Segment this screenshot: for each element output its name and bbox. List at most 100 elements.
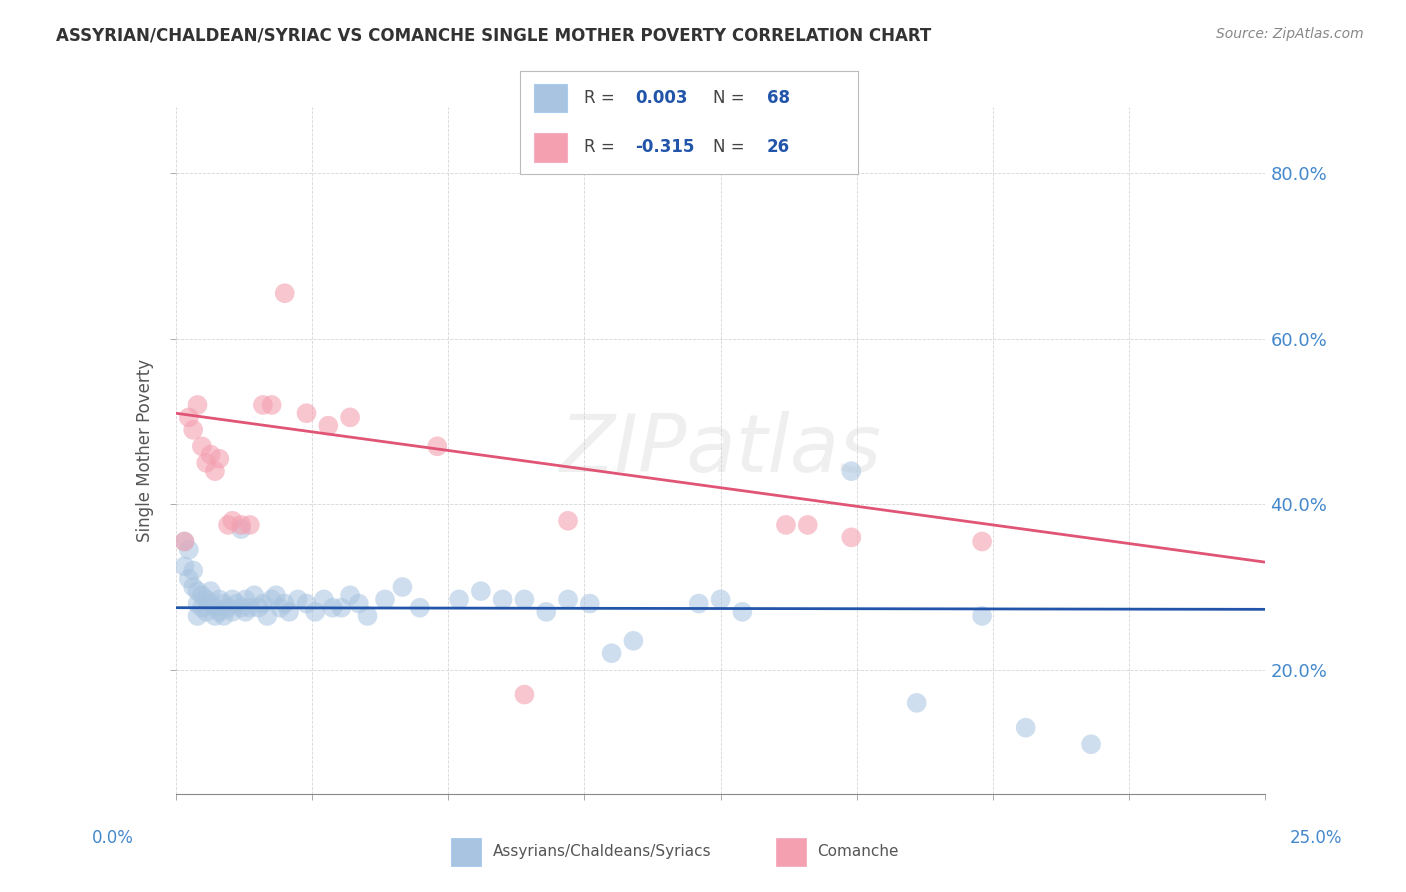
Point [269,600,291,615]
Point [274,286,297,301]
Point [191,588,214,602]
Point [287,592,309,607]
Point [775,517,797,532]
Point [339,410,361,425]
Point [212,609,235,624]
Point [264,588,287,602]
Point [204,600,226,615]
Point [426,439,449,453]
FancyBboxPatch shape [534,133,568,161]
Point [204,464,226,478]
Point [356,609,378,624]
Point [731,605,754,619]
Point [181,580,204,594]
Point [243,588,266,602]
Point [186,597,209,611]
Point [195,605,218,619]
Point [1015,721,1038,735]
Point [221,605,243,619]
Point [181,564,204,578]
Point [173,534,195,549]
FancyBboxPatch shape [534,84,568,112]
Point [557,514,579,528]
Point [177,410,200,425]
Y-axis label: Single Mother Poverty: Single Mother Poverty [136,359,155,542]
Point [195,456,218,470]
Text: ASSYRIAN/CHALDEAN/SYRIAC VS COMANCHE SINGLE MOTHER POVERTY CORRELATION CHART: ASSYRIAN/CHALDEAN/SYRIAC VS COMANCHE SIN… [56,27,932,45]
Point [225,597,247,611]
Point [173,534,195,549]
Point [409,600,432,615]
Point [600,646,623,660]
Text: Comanche: Comanche [817,845,898,859]
Point [221,514,243,528]
Point [557,592,579,607]
Text: 0.003: 0.003 [636,89,688,107]
Text: 26: 26 [766,138,790,156]
Text: 68: 68 [766,89,790,107]
Point [186,398,209,412]
Point [318,418,340,433]
Point [212,597,235,611]
Point [295,406,318,420]
Text: R =: R = [585,89,614,107]
Point [260,398,283,412]
Text: 0.0%: 0.0% [91,829,134,847]
Point [905,696,928,710]
Point [304,605,326,619]
Point [177,542,200,557]
Point [181,423,204,437]
Text: N =: N = [713,138,744,156]
Point [347,597,370,611]
Point [374,592,396,607]
Point [252,597,274,611]
Point [186,584,209,599]
Point [688,597,710,611]
Point [200,584,222,599]
Point [239,600,262,615]
Point [274,597,297,611]
Point [217,600,239,615]
Point [186,609,209,624]
Point [621,633,644,648]
Point [208,605,231,619]
Point [200,448,222,462]
Point [796,517,818,532]
Point [970,534,993,549]
Text: N =: N = [713,89,744,107]
Text: 25.0%: 25.0% [1291,829,1343,847]
Point [195,592,218,607]
Point [252,398,274,412]
Text: ZIPatlas: ZIPatlas [560,411,882,490]
Point [470,584,492,599]
Point [231,517,253,532]
Point [322,600,344,615]
Point [339,588,361,602]
Point [841,530,863,544]
Point [239,517,262,532]
Point [330,600,353,615]
Text: Assyrians/Chaldeans/Syriacs: Assyrians/Chaldeans/Syriacs [492,845,711,859]
Point [235,592,257,607]
Point [841,464,863,478]
Point [217,517,239,532]
Point [534,605,557,619]
Point [391,580,413,594]
Text: R =: R = [585,138,614,156]
Text: -0.315: -0.315 [636,138,695,156]
Point [191,439,214,453]
Text: Source: ZipAtlas.com: Source: ZipAtlas.com [1216,27,1364,41]
Point [260,592,283,607]
Point [1080,737,1102,751]
FancyBboxPatch shape [451,838,481,866]
Point [256,609,278,624]
Point [191,600,214,615]
Point [208,451,231,466]
Point [221,592,243,607]
Point [177,572,200,586]
Point [204,609,226,624]
Point [513,592,536,607]
Point [295,597,318,611]
Point [231,522,253,536]
Point [492,592,515,607]
